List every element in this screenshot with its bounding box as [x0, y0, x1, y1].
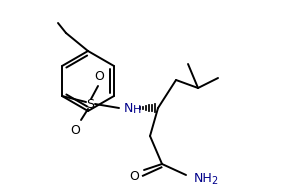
Text: O: O [94, 70, 104, 84]
Text: H: H [133, 105, 141, 115]
Text: NH: NH [194, 173, 213, 185]
Text: N: N [123, 102, 133, 114]
Text: O: O [129, 169, 139, 183]
Text: O: O [70, 124, 80, 136]
Text: S: S [86, 97, 94, 111]
Text: 2: 2 [211, 176, 217, 186]
